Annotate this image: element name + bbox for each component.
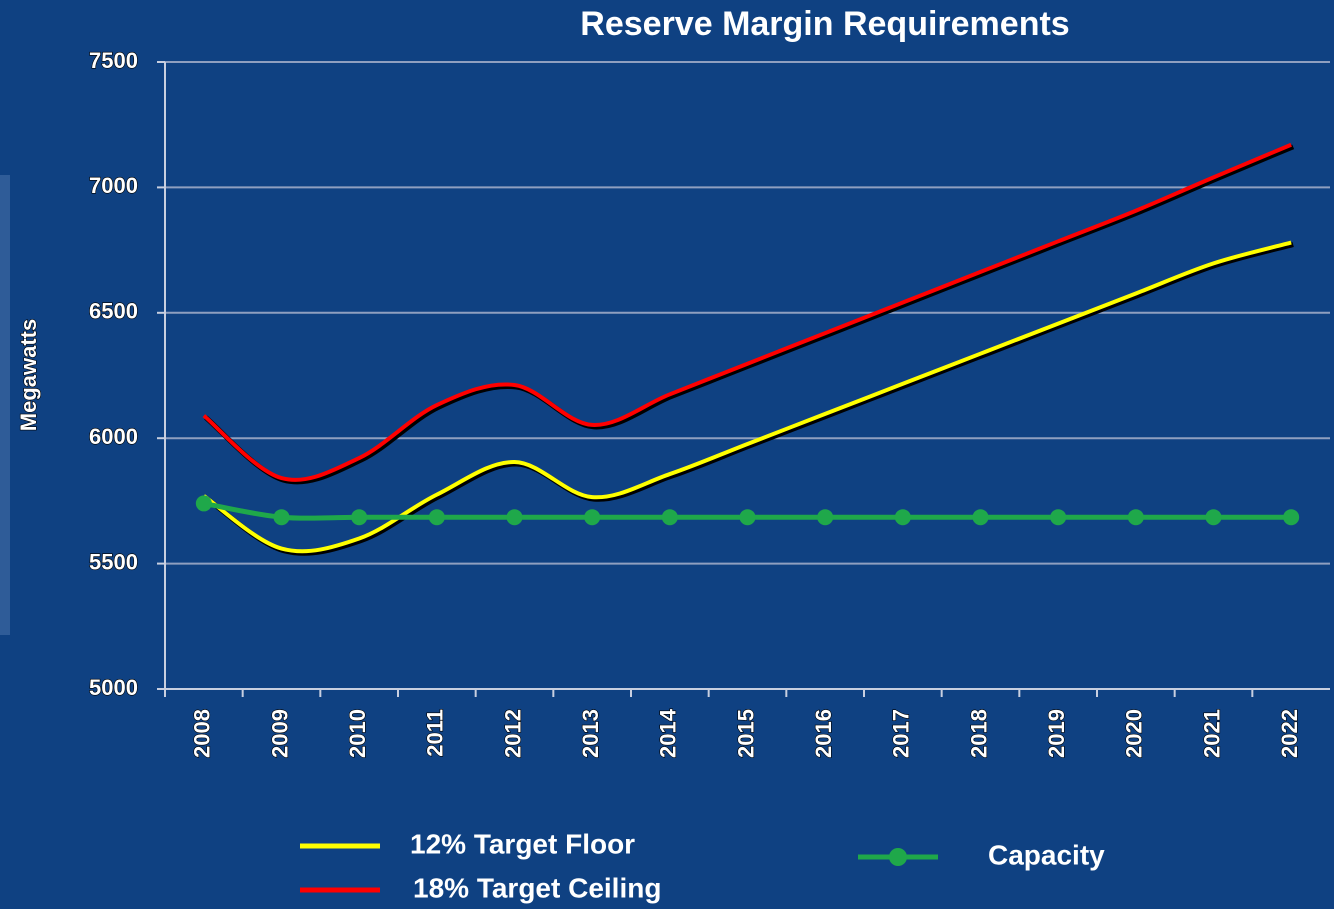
legend-label: 18% Target Ceiling [413,872,661,903]
x-tick-label: 2022 [1277,709,1302,758]
point [817,509,834,526]
point [195,495,212,512]
line-shadow [204,242,1294,556]
point [428,509,445,526]
legend-label: Capacity [988,839,1105,870]
point [972,509,989,526]
line-shadow [204,144,1295,485]
y-tick-label: 5500 [89,549,138,574]
point [1205,509,1222,526]
point [1283,509,1300,526]
y-tick-label: 6500 [89,299,138,324]
y-tick-label: 7000 [89,173,138,198]
x-tick-label: 2011 [423,709,448,757]
series-line [202,240,1292,554]
x-tick-label: 2016 [811,709,836,758]
point [273,509,290,526]
point [351,509,368,526]
series-line [202,142,1292,482]
legend-marker [889,848,907,866]
x-tick-label: 2017 [889,709,914,758]
x-tick-label: 2013 [578,709,603,758]
point [1050,509,1067,526]
x-tick-label: 2020 [1122,709,1147,758]
x-tick-label: 2021 [1199,709,1224,758]
x-tick-label: 2009 [267,709,292,758]
point [739,509,756,526]
x-tick-label: 2018 [966,709,991,758]
point [506,509,523,526]
point [1127,509,1144,526]
y-tick-label: 6000 [89,424,138,449]
x-tick-label: 2012 [500,709,525,758]
point [661,509,678,526]
point [584,509,601,526]
chart-title: Reserve Margin Requirements [580,5,1069,43]
legend-label: 12% Target Floor [410,828,635,859]
y-axis-label: Megawatts [16,319,41,431]
x-tick-label: 2008 [190,709,215,758]
point [894,509,911,526]
y-tick-label: 7500 [89,48,138,73]
y-tick-label: 5000 [89,675,138,700]
x-tick-label: 2010 [345,709,370,758]
x-tick-label: 2019 [1044,709,1069,758]
x-tick-label: 2014 [656,708,681,758]
x-tick-label: 2015 [733,709,758,758]
side-bar [0,175,10,635]
